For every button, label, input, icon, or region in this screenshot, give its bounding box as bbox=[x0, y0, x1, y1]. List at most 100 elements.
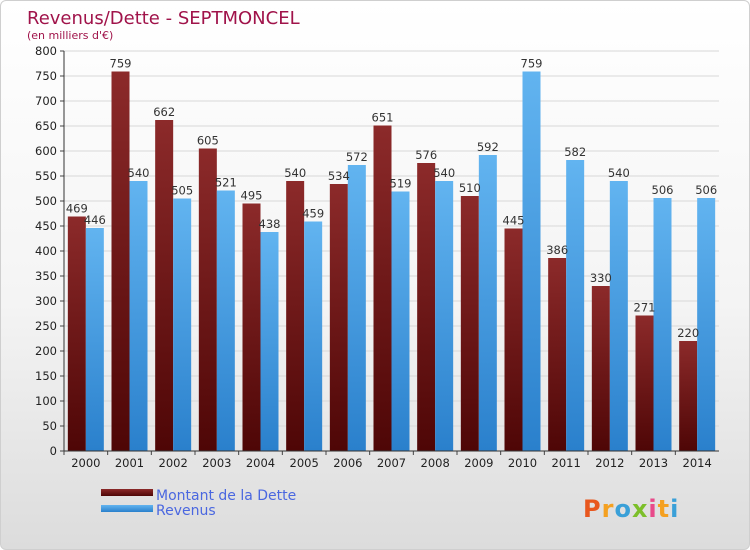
data-label-dette-2000: 469 bbox=[66, 202, 88, 216]
bar-dette-2012 bbox=[591, 286, 610, 451]
bar-revenus-2000 bbox=[85, 228, 104, 451]
y-tick-label-800: 800 bbox=[35, 44, 57, 58]
x-tick-label-2004: 2004 bbox=[246, 456, 275, 470]
y-tick-label-300: 300 bbox=[35, 294, 57, 308]
x-tick-label-2002: 2002 bbox=[159, 456, 188, 470]
x-tick-label-2007: 2007 bbox=[377, 456, 406, 470]
bar-revenus-2011 bbox=[566, 160, 585, 451]
logo-letter: i bbox=[648, 495, 657, 523]
x-tick-label-2008: 2008 bbox=[421, 456, 450, 470]
y-tick-label-200: 200 bbox=[35, 344, 57, 358]
y-tick-label-150: 150 bbox=[35, 369, 57, 383]
data-label-dette-2003: 605 bbox=[197, 134, 219, 148]
data-label-dette-2001: 759 bbox=[110, 57, 132, 71]
x-tick-label-2014: 2014 bbox=[683, 456, 712, 470]
bar-dette-2009 bbox=[460, 196, 479, 451]
y-tick-label-750: 750 bbox=[35, 69, 57, 83]
y-tick-label-400: 400 bbox=[35, 244, 57, 258]
bar-revenus-2014 bbox=[697, 198, 716, 451]
bar-dette-2003 bbox=[198, 148, 217, 451]
bars bbox=[67, 71, 716, 451]
bar-dette-2001 bbox=[111, 71, 130, 451]
y-tick-label-700: 700 bbox=[35, 94, 57, 108]
x-tick-label-2000: 2000 bbox=[71, 456, 100, 470]
logo-letter: x bbox=[632, 495, 648, 523]
bar-revenus-2010 bbox=[522, 71, 541, 451]
legend-swatch-dette bbox=[101, 489, 153, 496]
chart-title: Revenus/Dette - SEPTMONCEL bbox=[27, 8, 300, 29]
data-label-dette-2008: 576 bbox=[415, 148, 437, 162]
data-label-revenus-2006: 572 bbox=[346, 150, 368, 164]
y-tick-label-50: 50 bbox=[42, 419, 57, 433]
legend-label-revenus: Revenus bbox=[156, 503, 216, 519]
y-tick-label-650: 650 bbox=[35, 119, 57, 133]
data-label-revenus-2013: 506 bbox=[652, 183, 674, 197]
legend-label-dette: Montant de la Dette bbox=[156, 488, 296, 504]
bar-dette-2010 bbox=[504, 228, 523, 451]
y-tick-label-600: 600 bbox=[35, 144, 57, 158]
data-label-dette-2004: 495 bbox=[241, 189, 263, 203]
x-axis-ticks: 2000 2001 2002 2003 2004 2005 2006 2007 2008 2009… bbox=[63, 451, 712, 470]
data-label-dette-2002: 662 bbox=[153, 105, 175, 119]
data-label-dette-2009: 510 bbox=[459, 181, 481, 195]
data-label-revenus-2011: 582 bbox=[564, 145, 586, 159]
y-tick-label-250: 250 bbox=[35, 319, 57, 333]
data-label-dette-2013: 271 bbox=[634, 301, 656, 315]
data-label-revenus-2012: 540 bbox=[608, 166, 630, 180]
bar-revenus-2003 bbox=[216, 190, 235, 451]
x-tick-label-2006: 2006 bbox=[333, 456, 362, 470]
x-tick-label-2013: 2013 bbox=[639, 456, 668, 470]
data-label-revenus-2001: 540 bbox=[128, 166, 150, 180]
x-tick-label-2005: 2005 bbox=[290, 456, 319, 470]
y-tick-label-450: 450 bbox=[35, 219, 57, 233]
data-label-dette-2011: 386 bbox=[546, 243, 568, 257]
axes bbox=[63, 51, 719, 452]
bar-revenus-2004 bbox=[260, 232, 279, 451]
proxiti-logo: Proxiti bbox=[583, 495, 679, 523]
bar-dette-2005 bbox=[286, 181, 305, 451]
logo-letter: P bbox=[583, 495, 602, 523]
y-axis-ticks: 0 50 100 150 200 250 300 350 400 450 500 550 600 650 7… bbox=[35, 44, 64, 458]
data-label-revenus-2010: 759 bbox=[521, 57, 543, 71]
logo-letter: o bbox=[614, 495, 632, 523]
bar-revenus-2002 bbox=[173, 198, 192, 451]
data-label-revenus-2002: 505 bbox=[171, 184, 193, 198]
x-tick-label-2010: 2010 bbox=[508, 456, 537, 470]
y-tick-label-550: 550 bbox=[35, 169, 57, 183]
bar-dette-2004 bbox=[242, 203, 261, 451]
data-label-revenus-2014: 506 bbox=[695, 183, 717, 197]
bar-revenus-2001 bbox=[129, 181, 148, 451]
data-label-dette-2005: 540 bbox=[284, 166, 306, 180]
x-tick-label-2012: 2012 bbox=[595, 456, 624, 470]
y-tick-label-500: 500 bbox=[35, 194, 57, 208]
bar-dette-2014 bbox=[679, 341, 698, 451]
data-label-revenus-2005: 459 bbox=[302, 207, 324, 221]
x-tick-label-2009: 2009 bbox=[464, 456, 493, 470]
bar-revenus-2009 bbox=[478, 155, 497, 451]
bar-dette-2002 bbox=[155, 120, 174, 451]
data-label-revenus-2007: 519 bbox=[390, 177, 412, 191]
chart-subtitle: (en milliers d'€) bbox=[27, 29, 113, 42]
data-label-revenus-2008: 540 bbox=[433, 166, 455, 180]
bar-dette-2007 bbox=[373, 125, 392, 451]
legend-swatch-revenus bbox=[101, 505, 153, 512]
data-label-dette-2007: 651 bbox=[372, 111, 394, 125]
bar-revenus-2006 bbox=[347, 165, 366, 451]
logo-letter: i bbox=[670, 495, 679, 523]
bar-revenus-2005 bbox=[304, 221, 323, 451]
data-label-dette-2010: 445 bbox=[503, 214, 525, 228]
data-label-revenus-2003: 521 bbox=[215, 176, 237, 190]
data-label-revenus-2004: 438 bbox=[259, 217, 281, 231]
bar-dette-2000 bbox=[67, 216, 86, 451]
y-tick-label-350: 350 bbox=[35, 269, 57, 283]
legend: Montant de la Dette Revenus bbox=[101, 488, 296, 519]
bar-dette-2006 bbox=[329, 184, 348, 451]
logo-letter: t bbox=[658, 495, 670, 523]
y-tick-label-0: 0 bbox=[50, 444, 57, 458]
data-label-dette-2006: 534 bbox=[328, 169, 350, 183]
x-tick-label-2001: 2001 bbox=[115, 456, 144, 470]
bar-dette-2008 bbox=[417, 163, 436, 451]
